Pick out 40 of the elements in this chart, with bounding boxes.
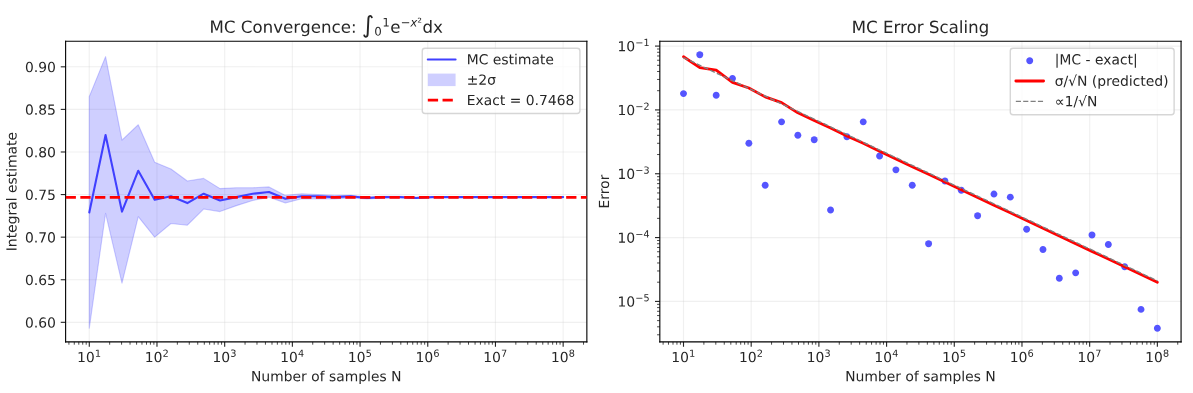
x-tick-label: 10$^{4}$ <box>875 349 898 363</box>
x-tick-label: 10$^{2}$ <box>146 349 168 363</box>
x-tick-label: 10$^{8}$ <box>1146 349 1169 363</box>
y-tick-label: 0.60 <box>25 317 55 328</box>
y-tick-label: 0.65 <box>25 274 55 286</box>
x-tick-label: 10$^{6}$ <box>1011 349 1034 363</box>
x-tick-label: 10$^{7}$ <box>1078 349 1101 363</box>
y-tick-label: 0.85 <box>25 104 55 115</box>
y-tick-label: 10$^{−4}$ <box>618 230 650 243</box>
legend-label: MC estimate <box>468 53 554 65</box>
x-tick-label: 10$^{5}$ <box>349 349 371 363</box>
legend-label: |MC - exact| <box>1056 53 1136 68</box>
x-tick-label: 10$^{1}$ <box>78 349 101 363</box>
y-tick-label: 0.90 <box>25 61 55 73</box>
y-tick-label: 0.80 <box>25 146 55 158</box>
y-tick-label: 0.75 <box>25 189 55 201</box>
y-tick-label: 10$^{−3}$ <box>618 166 649 180</box>
y-tick-label: 10$^{−1}$ <box>618 38 649 52</box>
y-tick-label: 10$^{−5}$ <box>618 294 649 307</box>
x-tick-label: 10$^{6}$ <box>417 349 439 363</box>
x-tick-label: 10$^{7}$ <box>484 349 507 363</box>
x-tick-label: 10$^{1}$ <box>672 349 695 363</box>
x-axis-title: Number of samples N <box>252 370 401 385</box>
x-tick-label: 10$^{3}$ <box>808 349 830 363</box>
y-tick-label: 0.70 <box>25 232 55 243</box>
legend-label: ∝1/√N <box>1056 94 1097 108</box>
x-tick-label: 10$^{2}$ <box>740 349 762 363</box>
x-tick-label: 10$^{8}$ <box>552 349 575 363</box>
annotation: ±2σ <box>468 74 496 85</box>
legend-label: Exact = 0.7468 <box>468 94 574 106</box>
x-tick-label: 10$^{4}$ <box>281 349 304 363</box>
x-axis-title: Number of samples N <box>846 370 995 385</box>
legend-label: σ/√N (predicted) <box>1055 74 1168 89</box>
x-tick-label: 10$^{3}$ <box>213 349 236 363</box>
y-axis-title: Integral estimate <box>5 132 20 250</box>
chart-title: MC Error Scaling <box>853 20 988 37</box>
x-tick-label: 10$^{5}$ <box>943 349 966 363</box>
chart-title: MC Convergence: ∫$_{0}$$^{1}$e$^{−x²}$dx <box>211 14 443 38</box>
y-tick-label: 10$^{−2}$ <box>618 102 649 116</box>
y-axis-title: Error <box>598 174 610 208</box>
